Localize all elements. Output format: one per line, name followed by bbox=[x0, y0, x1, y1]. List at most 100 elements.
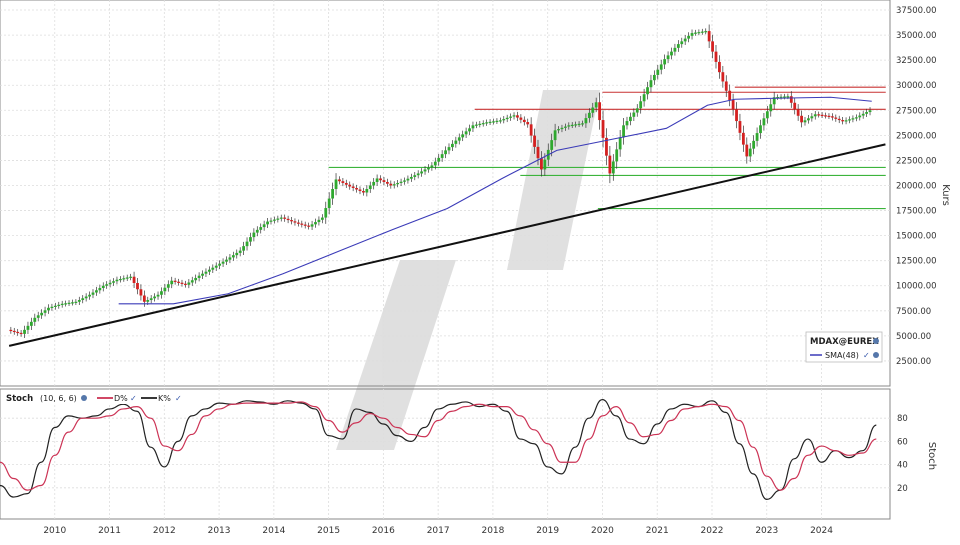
x-tick-label: 2022 bbox=[701, 526, 724, 536]
candle-up bbox=[567, 125, 571, 127]
legend-sma-label: SMA(48) bbox=[825, 351, 859, 360]
stoch-d-check-icon[interactable]: ✓ bbox=[130, 394, 137, 403]
stoch-k-check-icon[interactable]: ✓ bbox=[175, 394, 182, 403]
candle-down bbox=[139, 289, 143, 296]
candle-up bbox=[187, 282, 191, 285]
candle-down bbox=[540, 158, 543, 170]
candle-up bbox=[854, 117, 858, 119]
candle-up bbox=[101, 285, 105, 288]
x-tick-label: 2018 bbox=[481, 526, 504, 536]
candle-up bbox=[622, 125, 625, 138]
candle-up bbox=[649, 80, 653, 88]
candle-up bbox=[331, 188, 335, 199]
candle-up bbox=[656, 69, 660, 75]
candle-up bbox=[427, 167, 430, 170]
candle-down bbox=[834, 117, 838, 119]
candle-down bbox=[173, 280, 177, 282]
stoch-settings-icon[interactable] bbox=[81, 395, 87, 401]
candle-down bbox=[293, 221, 297, 223]
candle-up bbox=[437, 157, 441, 162]
candle-up bbox=[447, 147, 451, 151]
candle-down bbox=[598, 102, 602, 121]
candle-down bbox=[136, 282, 139, 290]
candle-down bbox=[389, 183, 393, 186]
candle-up bbox=[279, 217, 283, 219]
stoch-panel-frame bbox=[0, 388, 891, 520]
legend-instrument-settings-icon[interactable] bbox=[873, 338, 879, 344]
candle-up bbox=[550, 140, 554, 150]
candle-up bbox=[594, 102, 598, 108]
stoch-grid bbox=[0, 389, 890, 519]
candle-down bbox=[533, 135, 536, 147]
legend-sma-check-icon[interactable]: ✓ bbox=[863, 351, 870, 360]
candle-up bbox=[156, 294, 160, 297]
candle-down bbox=[286, 218, 290, 221]
candle-up bbox=[190, 280, 194, 283]
x-tick-label: 2015 bbox=[317, 526, 340, 536]
candle-down bbox=[351, 186, 355, 188]
candle-up bbox=[122, 278, 126, 280]
candle-up bbox=[238, 250, 242, 253]
candle-up bbox=[639, 101, 643, 109]
candle-up bbox=[252, 232, 256, 238]
candle-up bbox=[615, 149, 619, 162]
price-y-tick-label: 30000.00 bbox=[896, 81, 937, 91]
candle-down bbox=[355, 187, 358, 190]
candle-down bbox=[300, 223, 304, 225]
candle-up bbox=[310, 224, 314, 227]
candle-down bbox=[830, 116, 834, 118]
candle-up bbox=[266, 221, 269, 225]
stoch-d-label: D% bbox=[114, 394, 128, 403]
candle-up bbox=[803, 120, 807, 123]
candle-up bbox=[365, 188, 369, 193]
candle-up bbox=[810, 116, 814, 119]
candle-down bbox=[519, 117, 523, 120]
candle-up bbox=[235, 252, 239, 256]
candle-up bbox=[64, 303, 68, 305]
candle-down bbox=[745, 144, 749, 157]
candle-up bbox=[314, 222, 317, 225]
candle-up bbox=[783, 96, 786, 98]
legend-sma-settings-icon[interactable] bbox=[873, 352, 879, 358]
candle-up bbox=[399, 181, 403, 183]
candle-up bbox=[577, 123, 581, 126]
candle-up bbox=[451, 143, 454, 148]
candle-up bbox=[403, 180, 406, 182]
candle-down bbox=[735, 109, 738, 122]
candle-up bbox=[632, 112, 636, 117]
candle-down bbox=[516, 115, 519, 118]
candle-up bbox=[687, 35, 691, 39]
candle-up bbox=[211, 267, 215, 270]
candle-up bbox=[670, 51, 673, 56]
price-y-tick-label: 35000.00 bbox=[896, 31, 937, 41]
candle-up bbox=[225, 259, 228, 262]
candle-up bbox=[146, 300, 150, 302]
candle-down bbox=[19, 332, 23, 335]
candle-up bbox=[635, 108, 639, 113]
candle-up bbox=[765, 111, 769, 119]
candle-up bbox=[36, 315, 40, 318]
horizontal-levels bbox=[328, 86, 886, 210]
candle-down bbox=[16, 331, 20, 334]
candle-up bbox=[276, 218, 280, 220]
candle-up bbox=[324, 208, 328, 218]
candle-down bbox=[724, 81, 728, 91]
candle-up bbox=[320, 217, 324, 220]
candle-down bbox=[827, 115, 831, 117]
candle-up bbox=[129, 276, 133, 278]
candle-up bbox=[492, 121, 495, 123]
stoch-y-tick-label: 60 bbox=[897, 437, 908, 447]
candle-up bbox=[392, 184, 396, 186]
candle-up bbox=[163, 287, 167, 292]
candle-up bbox=[570, 124, 574, 127]
candle-up bbox=[776, 97, 780, 99]
stoch-params: (10, 6, 6) bbox=[40, 394, 77, 403]
candle-up bbox=[327, 198, 331, 209]
candle-up bbox=[779, 96, 783, 98]
candle-down bbox=[837, 118, 841, 121]
candle-up bbox=[663, 59, 667, 65]
candle-up bbox=[683, 38, 687, 42]
candle-up bbox=[430, 165, 434, 168]
